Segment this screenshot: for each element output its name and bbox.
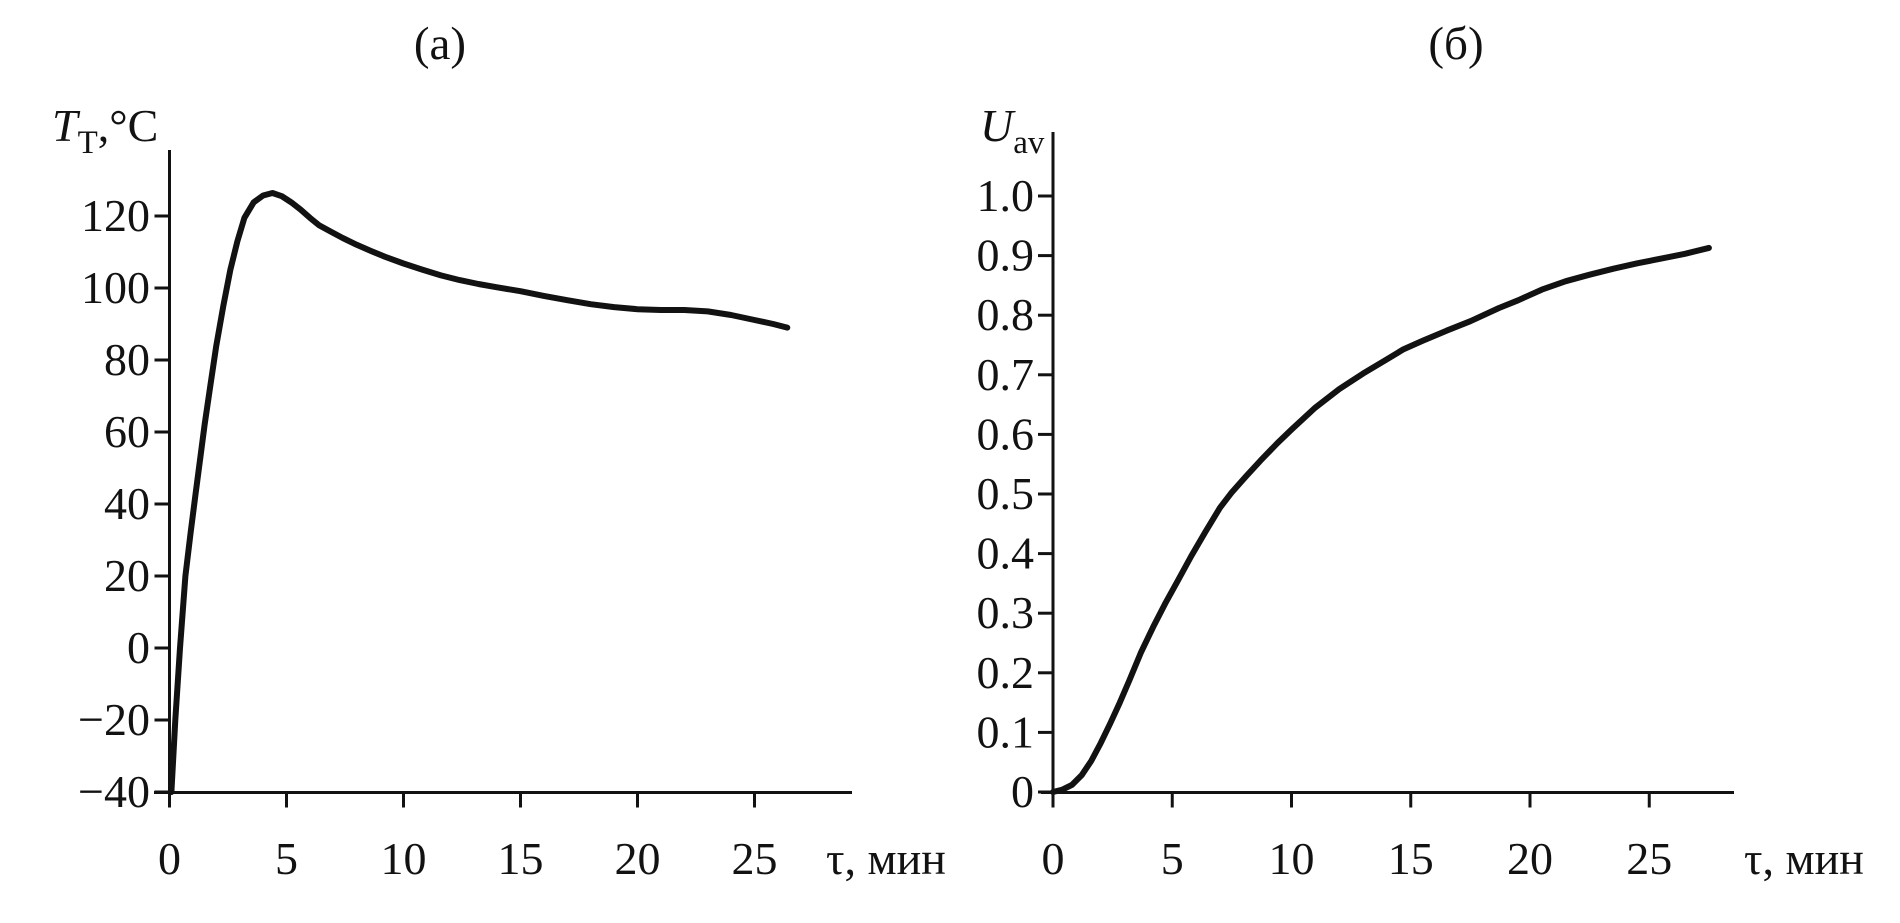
y-tick-label: 60 (104, 406, 150, 457)
panel-a-title: (а) (414, 18, 466, 70)
x-tick-label: 25 (1626, 833, 1672, 884)
panel-b-x-axis-label: τ, мин (1744, 833, 1864, 884)
panel-a-y-label-symbol: T (52, 100, 81, 151)
x-tick-label: 25 (732, 833, 778, 884)
y-tick-label: 0.1 (977, 706, 1035, 757)
panel-a-y-axis-label: TТ,°C (52, 100, 158, 161)
y-tick-label: −40 (78, 766, 150, 817)
x-tick-label: 15 (1388, 833, 1434, 884)
y-tick-label: 0.6 (977, 408, 1035, 459)
y-tick-label: 1.0 (977, 170, 1035, 221)
panel-b-y-axis-label: Uav (980, 100, 1045, 161)
y-tick-label: 0.8 (977, 289, 1035, 340)
data-curve (1050, 244, 1712, 795)
y-tick-label: 120 (81, 190, 150, 241)
y-tick-label: 0.9 (977, 230, 1035, 281)
x-tick-label: 10 (1269, 833, 1315, 884)
chart-b: 1.0 0.9 0.8 0.7 0.6 0.5 0.4 0.3 0.2 0.1 00 5 10 15 20 2… (977, 132, 1734, 884)
x-tick-label: 5 (1161, 833, 1184, 884)
x-tick-label: 15 (498, 833, 544, 884)
y-tick-label: 0.3 (977, 587, 1035, 638)
panel-a-x-axis-label: τ, мин (826, 833, 946, 884)
panel-a-y-label-units: ,°C (98, 100, 159, 151)
data-curve (168, 190, 791, 795)
x-tick-label: 5 (275, 833, 298, 884)
y-tick-label: 0.7 (977, 349, 1035, 400)
y-tick-label: 80 (104, 334, 150, 385)
x-tick-label: 20 (615, 833, 661, 884)
x-tick-label: 10 (381, 833, 427, 884)
panel-b-title: (б) (1428, 18, 1483, 70)
y-tick-label: 0 (127, 622, 150, 673)
y-tick-label: 0.2 (977, 647, 1035, 698)
panel-a-y-label-subscript: Т (78, 125, 98, 161)
y-tick-label: −20 (78, 694, 150, 745)
y-tick-label: 40 (104, 478, 150, 529)
y-tick-label: 0.4 (977, 528, 1035, 579)
y-tick-label: 20 (104, 550, 150, 601)
panel-b-y-label-subscript: av (1013, 125, 1045, 161)
x-tick-label: 0 (158, 833, 181, 884)
x-tick-label: 20 (1507, 833, 1553, 884)
x-tick-label: 0 (1042, 833, 1065, 884)
y-tick-label: 100 (81, 262, 150, 313)
panel-b-y-label-symbol: U (980, 100, 1016, 151)
y-tick-label: 0 (1011, 766, 1034, 817)
y-tick-label: 0.5 (977, 468, 1035, 519)
